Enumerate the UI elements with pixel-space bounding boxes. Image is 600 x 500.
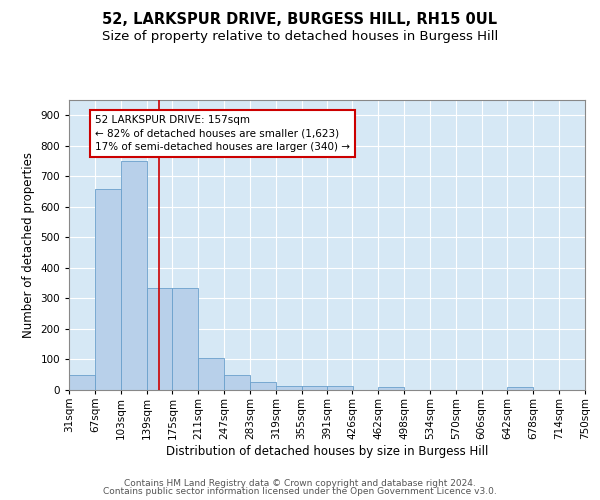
Bar bbox=[95, 188, 121, 390]
Text: 52 LARKSPUR DRIVE: 157sqm
← 82% of detached houses are smaller (1,623)
17% of se: 52 LARKSPUR DRIVE: 157sqm ← 82% of detac… bbox=[95, 116, 350, 152]
Y-axis label: Number of detached properties: Number of detached properties bbox=[22, 152, 35, 338]
Bar bbox=[508, 387, 533, 390]
Text: Contains public sector information licensed under the Open Government Licence v3: Contains public sector information licen… bbox=[103, 487, 497, 496]
X-axis label: Distribution of detached houses by size in Burgess Hill: Distribution of detached houses by size … bbox=[166, 444, 488, 458]
Bar bbox=[146, 288, 172, 390]
Bar bbox=[69, 374, 95, 390]
Bar bbox=[224, 374, 250, 390]
Text: Contains HM Land Registry data © Crown copyright and database right 2024.: Contains HM Land Registry data © Crown c… bbox=[124, 478, 476, 488]
Bar bbox=[379, 387, 404, 390]
Bar bbox=[172, 288, 198, 390]
Bar bbox=[198, 358, 224, 390]
Bar bbox=[302, 386, 328, 390]
Bar bbox=[250, 382, 275, 390]
Text: 52, LARKSPUR DRIVE, BURGESS HILL, RH15 0UL: 52, LARKSPUR DRIVE, BURGESS HILL, RH15 0… bbox=[103, 12, 497, 28]
Bar bbox=[275, 386, 302, 390]
Bar bbox=[121, 161, 146, 390]
Bar bbox=[328, 386, 353, 390]
Text: Size of property relative to detached houses in Burgess Hill: Size of property relative to detached ho… bbox=[102, 30, 498, 43]
